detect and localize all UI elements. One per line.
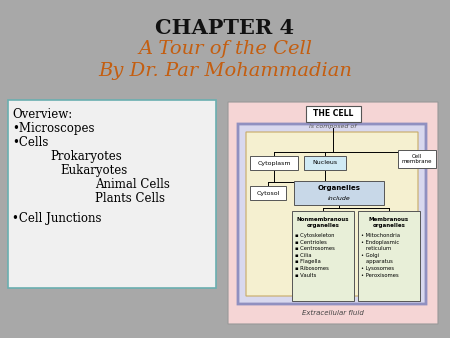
Text: Eukaryotes: Eukaryotes [60,164,127,177]
Text: Cell
membrane: Cell membrane [402,153,432,164]
FancyBboxPatch shape [238,124,426,304]
Text: include: include [328,195,351,200]
Text: A Tour of the Cell: A Tour of the Cell [138,40,312,58]
Text: Nonmembranous
organelles: Nonmembranous organelles [297,217,349,228]
FancyBboxPatch shape [250,156,298,170]
Text: Cytosol: Cytosol [256,191,280,195]
FancyBboxPatch shape [398,150,436,168]
Text: Nucleus: Nucleus [312,161,338,166]
FancyBboxPatch shape [246,132,418,296]
Text: Overview:: Overview: [12,108,72,121]
FancyBboxPatch shape [292,211,354,301]
FancyBboxPatch shape [8,100,216,288]
FancyBboxPatch shape [306,106,360,122]
Text: THE CELL: THE CELL [313,110,353,119]
FancyBboxPatch shape [250,186,286,200]
Text: • Mitochondria
• Endoplasmic
   reticulum
• Golgi
   apparatus
• Lysosomes
• Per: • Mitochondria • Endoplasmic reticulum •… [361,233,400,277]
Text: is composed of: is composed of [309,124,357,129]
Text: •Microscopes: •Microscopes [12,122,94,135]
FancyBboxPatch shape [358,211,420,301]
Text: Plants Cells: Plants Cells [95,192,165,205]
Text: •Cell Junctions: •Cell Junctions [12,212,102,225]
Text: Prokaryotes: Prokaryotes [50,150,122,163]
Text: Animal Cells: Animal Cells [95,178,170,191]
Text: Membranous
organelles: Membranous organelles [369,217,409,228]
Text: Cytoplasm: Cytoplasm [257,161,291,166]
FancyBboxPatch shape [294,181,384,205]
FancyBboxPatch shape [228,102,438,324]
FancyBboxPatch shape [304,156,346,170]
Text: ▪ Cytoskeleton
▪ Centrioles
▪ Centrosomes
▪ Cilia
▪ Flagella
▪ Ribosomes
▪ Vault: ▪ Cytoskeleton ▪ Centrioles ▪ Centrosome… [295,233,335,277]
Text: By Dr. Par Mohammadian: By Dr. Par Mohammadian [98,62,352,80]
Text: •Cells: •Cells [12,136,49,149]
Text: Organelles: Organelles [318,185,360,191]
Text: Extracellular fluid: Extracellular fluid [302,310,364,316]
Text: CHAPTER 4: CHAPTER 4 [155,18,295,38]
